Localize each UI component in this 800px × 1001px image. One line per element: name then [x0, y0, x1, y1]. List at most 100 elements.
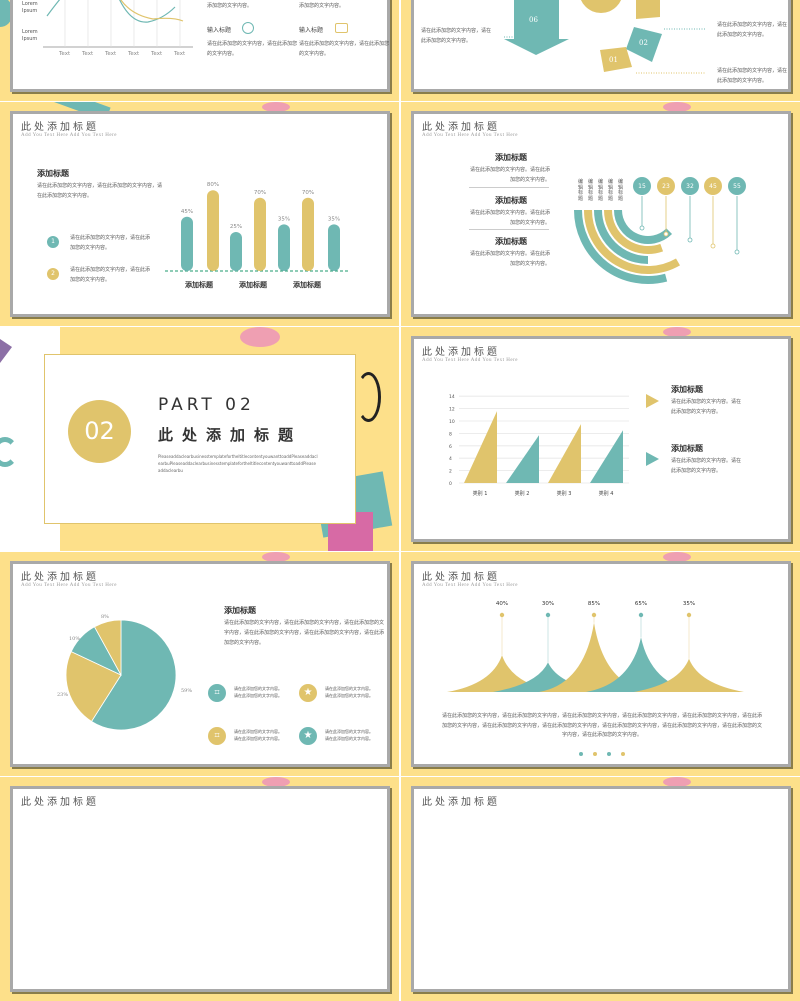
- paragraph: 请在此添加您的文字内容，请在此添加您的文字内容，请在此添加您的文字内容。: [37, 183, 163, 199]
- y-tick-label: 8: [449, 431, 452, 437]
- item-text: 请在此添加您的文字内容。请在此添加您的文字内容。: [234, 686, 282, 698]
- point-badge: 2: [47, 268, 59, 280]
- arc: [614, 209, 673, 244]
- item-heading: 添加标题: [671, 385, 703, 394]
- point-text: 请在此添加您的文字内容，请在此添加您的文字内容。: [70, 267, 151, 283]
- slide-card: 此处添加标题 Add You Text Here Add You Text He…: [10, 561, 390, 767]
- slide-card: 此处添加标题: [411, 786, 791, 992]
- bar: [230, 232, 242, 271]
- page-dot[interactable]: [579, 752, 583, 756]
- nodes-icon: ⌗: [208, 727, 226, 745]
- slide-partial[interactable]: 此处添加标题: [0, 777, 399, 1001]
- x-label: Text: [174, 51, 186, 57]
- x-label: Text: [82, 51, 94, 57]
- section-text: 请在此添加您的文字内容。请在此添加您的文字内容。: [469, 167, 550, 183]
- slide-arc-chart[interactable]: 此处添加标题 Add You Text Here Add You Text He…: [401, 102, 800, 326]
- y-tick-label: 2: [449, 469, 452, 475]
- heading: 添加标题: [37, 169, 69, 178]
- mountain: [539, 622, 649, 692]
- data-label: 25%: [230, 224, 242, 230]
- stem-dot: [499, 612, 505, 618]
- slide-pie-chart[interactable]: 此处添加标题 Add You Text Here Add You Text He…: [0, 552, 399, 776]
- data-label: 65%: [635, 601, 647, 607]
- item-text: 请在此添加您的文字内容。请在此添加您的文字内容。: [325, 686, 373, 698]
- slide-line-chart[interactable]: Lorem Ipsum Lorem Ipsum Text Text Text T…: [0, 0, 399, 101]
- section: 添加标题 请在此添加您的文字内容。请在此添加您的文字内容。: [466, 195, 556, 228]
- divider: [469, 229, 549, 230]
- x-label: Text: [128, 51, 140, 57]
- data-label: 45%: [181, 209, 193, 215]
- slide-bar-chart[interactable]: 此处添加标题 Add You Text Here Add You Text He…: [0, 102, 399, 326]
- x-tick-label: 类别 3: [557, 490, 572, 497]
- decor-shape: [663, 552, 691, 562]
- segment-label: 02: [639, 39, 648, 47]
- page-dot[interactable]: [621, 752, 625, 756]
- section-badge: 02: [68, 400, 131, 463]
- data-label: 35%: [278, 216, 290, 222]
- vertical-label: 编辑标题: [618, 179, 624, 202]
- item-text: 请在此添加您的文字内容。请在此添加您的文字内容。: [234, 729, 282, 741]
- slide-card: 此处添加标题 Add You Text Here Add You Text He…: [10, 111, 390, 317]
- series-line: [120, 0, 184, 22]
- nodes-icon: ⌗: [208, 684, 226, 702]
- slide-title: 此处添加标题: [21, 122, 99, 133]
- slide-title: 此处添加标题: [21, 572, 99, 583]
- ring-segment-01: [600, 47, 632, 72]
- section-title: 此处添加标题: [158, 426, 303, 444]
- slide-card: 此处添加标题 Add You Text Here Add You Text He…: [411, 336, 791, 542]
- connector-dot: [663, 231, 669, 237]
- group-label: 添加标题: [185, 281, 213, 289]
- slide-triangle-chart[interactable]: 此处添加标题 Add You Text Here Add You Text He…: [401, 327, 800, 551]
- slide-subtitle: Add You Text Here Add You Text Here: [422, 583, 518, 588]
- mountain: [493, 662, 603, 692]
- triangle-bullet-icon: [646, 452, 659, 466]
- divider: [469, 187, 549, 188]
- ring-text: 请在此添加您的文字内容，请在此添加您的文字内容。: [421, 28, 492, 44]
- bar: [302, 197, 314, 271]
- data-label: 35%: [328, 216, 340, 222]
- connector-dot: [639, 225, 645, 231]
- decor-shape: [663, 102, 691, 112]
- vertical-label: 编辑标题: [608, 179, 614, 202]
- bar: [278, 224, 290, 271]
- slice-label: 59%: [181, 688, 192, 694]
- ring-text: 请在此添加您的文字内容，请在此添加您的文字内容。: [717, 22, 788, 38]
- ring-text: 请在此添加您的文字内容，请在此添加您的文字内容。: [717, 68, 788, 84]
- stem-dot: [591, 612, 597, 618]
- connector-dot: [710, 243, 716, 249]
- vertical-label: 编辑标题: [578, 179, 584, 202]
- ring-center: [580, 0, 622, 13]
- stem-dot: [638, 612, 644, 618]
- value-circle: [704, 177, 722, 195]
- slide-partial[interactable]: 此处添加标题: [401, 777, 800, 1001]
- slide-subtitle: Add You Text Here Add You Text Here: [21, 583, 117, 588]
- pie-slice: [65, 651, 122, 722]
- decor-shape: [663, 777, 691, 787]
- item-text: 添加您的文字内容。: [207, 3, 253, 9]
- group-label: 添加标题: [239, 281, 267, 289]
- triangle-bar: [506, 435, 539, 483]
- arc: [574, 209, 668, 284]
- page-dot[interactable]: [593, 752, 597, 756]
- slide-card: 06 02 01 请在此添加您的文字内容，请在此添加您的文字内容。 请在此添加您…: [411, 0, 791, 92]
- x-tick-label: 类别 2: [515, 490, 530, 497]
- ring-segment-02: [626, 27, 662, 62]
- stem-dot: [545, 612, 551, 618]
- mountain: [586, 637, 696, 692]
- data-label: 70%: [302, 190, 314, 196]
- connector-dot: [734, 249, 740, 255]
- ring-diagram: [504, 0, 706, 74]
- decor-shape: [663, 327, 691, 337]
- item-title: 输入标题: [207, 27, 232, 34]
- bar: [254, 197, 266, 271]
- slide-mountain-chart[interactable]: 此处添加标题 Add You Text Here Add You Text He…: [401, 552, 800, 776]
- data-label: 85%: [588, 601, 600, 607]
- slide-ring[interactable]: 06 02 01 请在此添加您的文字内容，请在此添加您的文字内容。 请在此添加您…: [401, 0, 800, 101]
- y-tick-label: 0: [449, 481, 452, 487]
- slide-section-cover[interactable]: 02 PART 02 此处添加标题 Pleaseaddaclearbusines…: [0, 327, 399, 551]
- page-dot[interactable]: [607, 752, 611, 756]
- decor-shape: [240, 327, 280, 347]
- segment-label: 01: [609, 56, 618, 64]
- y-label: Lorem Ipsum: [22, 1, 38, 14]
- section-text: 请在此添加您的文字内容。请在此添加您的文字内容。: [469, 251, 550, 267]
